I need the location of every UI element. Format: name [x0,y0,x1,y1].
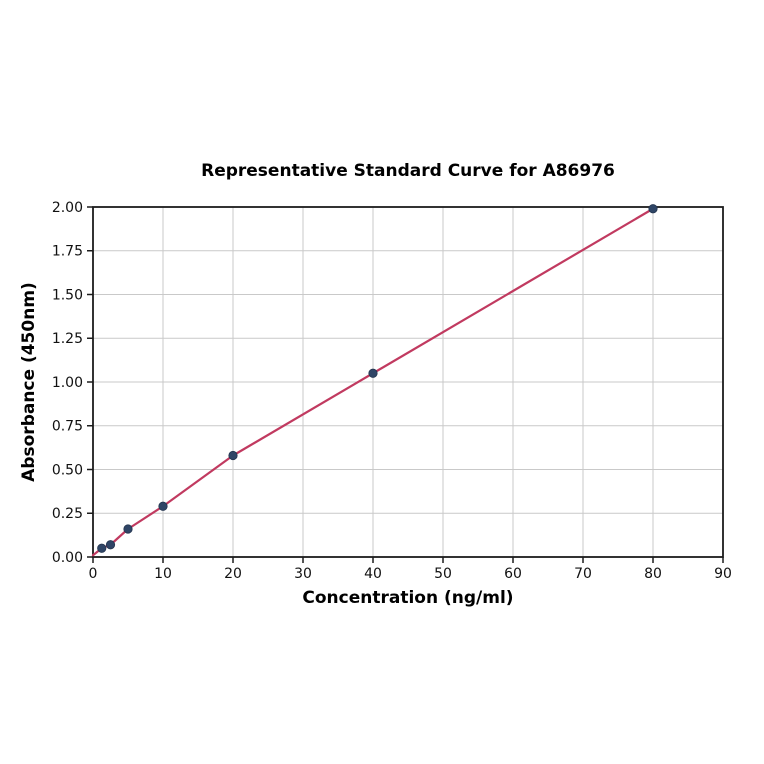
data-point [228,450,238,461]
x-tick-label: 60 [504,566,522,582]
x-tick-label: 50 [434,566,452,582]
x-tick-label: 10 [154,566,172,582]
y-tick-label: 1.50 [52,287,83,303]
data-point [368,368,378,378]
data-point [97,543,107,553]
data-point [158,501,168,511]
y-tick-label: 0.50 [52,462,83,478]
y-tick-label: 0.00 [52,550,83,566]
x-axis-label: Concentration (ng/ml) [302,588,514,608]
x-tick-label: 80 [644,566,662,582]
y-tick-label: 1.00 [52,375,83,391]
data-point [123,524,133,534]
chart-title: Representative Standard Curve for A86976 [201,161,615,181]
y-tick-label: 0.25 [52,506,83,522]
x-tick-label: 0 [89,566,98,582]
y-tick-label: 2.00 [52,200,83,216]
y-tick-label: 1.25 [52,331,83,347]
y-tick-label: 0.75 [52,419,83,435]
x-tick-label: 40 [364,566,382,582]
x-tick-label: 90 [714,566,732,582]
x-tick-label: 70 [574,566,592,582]
data-point [648,204,658,214]
x-tick-label: 20 [224,566,242,582]
y-axis-label: Absorbance (450nm) [19,282,39,482]
data-point [105,540,116,550]
y-tick-label: 1.75 [52,244,83,260]
x-tick-label: 30 [294,566,312,582]
